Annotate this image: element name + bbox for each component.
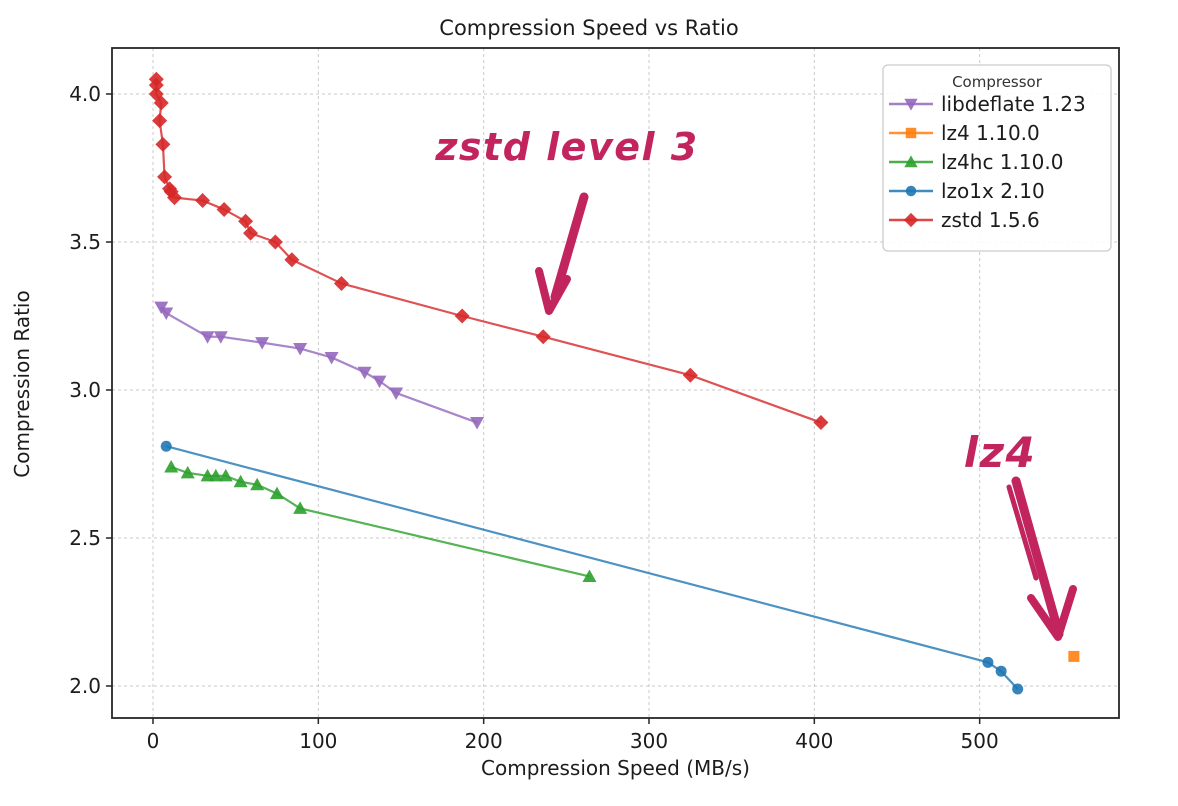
marker-circle (995, 665, 1007, 677)
annotation-text: lz4 (964, 428, 1037, 477)
legend-entry-label: zstd 1.5.6 (941, 208, 1040, 232)
marker-diamond (148, 77, 164, 93)
marker-triangle-up (180, 465, 195, 479)
marker-circle (982, 656, 994, 668)
marker-diamond (682, 367, 698, 383)
marker-triangle-up (293, 501, 308, 514)
marker-circle (1012, 683, 1024, 695)
marker-diamond (166, 190, 182, 206)
marker-triangle-up (582, 569, 597, 582)
marker-triangle-up (250, 477, 265, 491)
annotation-arrow (1011, 476, 1064, 639)
marker-diamond (267, 234, 283, 250)
marker-triangle-down (904, 98, 918, 111)
marker-triangle-up (269, 486, 284, 500)
marker-triangle-down (324, 351, 339, 365)
series-zstd (148, 71, 829, 431)
legend-entry: lz4hc 1.10.0 (889, 150, 1063, 174)
x-tick-label: 400 (795, 729, 833, 753)
chart-title: Compression Speed vs Ratio (439, 16, 739, 40)
y-tick-label: 4.0 (69, 82, 101, 106)
series-line (165, 445, 1019, 690)
series-lz4hc (164, 459, 597, 582)
legend-box (882, 64, 1112, 252)
y-tick-label: 2.0 (69, 674, 101, 698)
marker-diamond (903, 212, 919, 228)
marker-triangle-down (293, 343, 308, 356)
annotation-text: zstd level 3 (434, 125, 698, 169)
marker-diamond (155, 136, 171, 152)
legend-entry-label: lzo1x 2.10 (941, 179, 1045, 203)
marker-square (905, 127, 917, 139)
marker-diamond (243, 225, 259, 241)
y-tick-label: 2.5 (69, 526, 101, 550)
marker-triangle-up (233, 474, 248, 488)
marker-diamond (454, 308, 470, 324)
legend-entry: zstd 1.5.6 (889, 208, 1040, 232)
marker-diamond (813, 415, 829, 431)
marker-triangle-up (218, 468, 233, 482)
annotation-zstd-level-3: zstd level 3 (434, 125, 698, 315)
marker-triangle-down (200, 331, 215, 344)
legend-entry: libdeflate 1.23 (889, 92, 1086, 116)
x-tick-label: 0 (147, 729, 160, 753)
x-axis-label: Compression Speed (MB/s) (481, 756, 750, 780)
series-line (160, 306, 478, 424)
series-line (170, 465, 590, 578)
marker-triangle-down (389, 387, 404, 400)
annotation-arrow (535, 267, 571, 315)
marker-diamond (153, 95, 169, 111)
y-tick-label: 3.5 (69, 230, 101, 254)
marker-diamond (157, 169, 173, 185)
marker-square (1068, 650, 1080, 662)
marker-triangle-up (904, 155, 918, 168)
marker-triangle-up (164, 459, 179, 473)
marker-diamond (535, 329, 551, 345)
legend-entry-label: lz4hc 1.10.0 (941, 150, 1063, 174)
y-tick-label: 3.0 (69, 378, 101, 402)
annotation-arrow (550, 192, 589, 302)
series-lzo1x (160, 440, 1024, 695)
marker-diamond (284, 252, 300, 268)
marker-triangle-down (470, 417, 485, 430)
marker-diamond (333, 275, 349, 291)
x-tick-label: 500 (961, 729, 999, 753)
series-libdeflate (154, 301, 485, 430)
marker-triangle-down (357, 366, 372, 380)
marker-diamond (152, 113, 168, 129)
marker-circle (905, 185, 917, 197)
annotation-lz4: lz4 (964, 428, 1077, 641)
marker-diamond (238, 213, 254, 229)
marker-triangle-down (159, 307, 174, 321)
y-axis-label: Compression Ratio (10, 290, 34, 478)
annotation-arrow (1027, 585, 1077, 641)
marker-triangle-down (372, 375, 387, 389)
legend-entry: lzo1x 2.10 (889, 179, 1045, 203)
legend-entry-label: libdeflate 1.23 (941, 92, 1086, 116)
annotation-arrow (1006, 484, 1039, 581)
legend-entry: lz4 1.10.0 (889, 121, 1040, 145)
x-tick-label: 300 (630, 729, 668, 753)
legend-title: Compressor (952, 73, 1043, 91)
legend-entry-label: lz4 1.10.0 (941, 121, 1040, 145)
marker-triangle-down (213, 331, 228, 344)
series-lz4 (1068, 650, 1080, 662)
axes-spines (111, 47, 1120, 719)
marker-triangle-down (255, 337, 270, 350)
marker-circle (160, 440, 172, 452)
x-tick-label: 100 (299, 729, 337, 753)
marker-diamond (216, 201, 232, 217)
x-tick-label: 200 (465, 729, 503, 753)
marker-diamond (195, 193, 211, 209)
marker-triangle-up (208, 468, 223, 482)
